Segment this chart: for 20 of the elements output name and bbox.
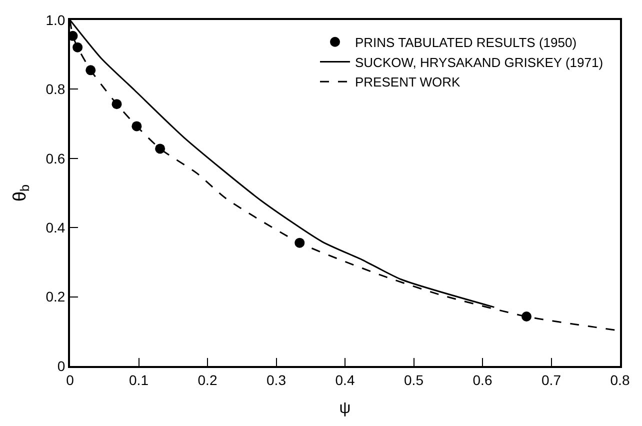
x-tick-label: 0.2 xyxy=(198,372,218,388)
point xyxy=(72,42,83,52)
x-tick-label: 0.1 xyxy=(129,372,149,388)
y-tick-label: 1.0 xyxy=(46,12,66,28)
legend-label: SUCKOW, HRYSAKAND GRISKEY (1971) xyxy=(355,54,604,70)
x-tick-label: 0.4 xyxy=(335,372,355,388)
y-tick-label: 0.4 xyxy=(46,220,66,236)
y-tick-label: 0.2 xyxy=(46,288,66,305)
x-tick-label: 0.3 xyxy=(266,372,286,388)
x-tick-label: 0.6 xyxy=(472,372,492,388)
x-tick-label: 0.8 xyxy=(610,372,630,388)
point xyxy=(155,144,166,154)
x-axis-title: ψ xyxy=(339,400,351,417)
legend-label: PRESENT WORK xyxy=(355,74,461,90)
legend-label: PRINS TABULATED RESULTS (1950) xyxy=(355,34,577,50)
x-tick-label: 0.5 xyxy=(404,372,424,388)
y-tick-label: 0.8 xyxy=(46,81,66,98)
x-tick-label: 0.7 xyxy=(542,372,562,388)
y-tick-label: 0.6 xyxy=(46,150,66,166)
y-tick-label: 0 xyxy=(57,358,66,374)
